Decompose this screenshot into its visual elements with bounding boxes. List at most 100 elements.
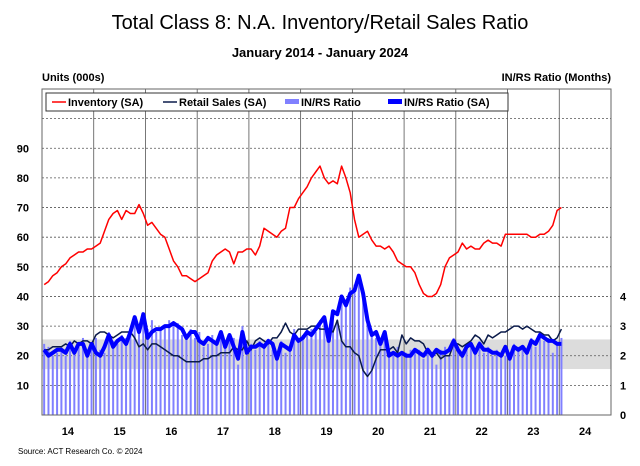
ratio-bar [288, 346, 291, 415]
right-tick-label: 1 [620, 380, 626, 392]
right-tick-label: 4 [620, 291, 627, 303]
ratio-bar [137, 326, 140, 415]
ratio-bar [452, 337, 455, 415]
ratio-bar [560, 337, 563, 415]
ratio-bar [357, 281, 360, 415]
ratio-bar [206, 343, 209, 415]
source-note: Source: ACT Research Co. © 2024 [18, 447, 143, 456]
ratio-bars [43, 281, 563, 415]
ratio-bar [47, 346, 50, 415]
ratio-bar [517, 346, 520, 415]
ratio-bar [194, 337, 197, 415]
ratio-bar [172, 326, 175, 415]
ratio-bar [534, 346, 537, 415]
ratio-bar [400, 355, 403, 415]
gridlines [42, 89, 611, 415]
ratio-bar [370, 332, 373, 415]
ratio-bar [215, 340, 218, 415]
ratio-bar [116, 343, 119, 415]
legend-swatch [285, 99, 299, 104]
left-tick-label: 10 [17, 380, 29, 392]
ratio-bar [103, 352, 106, 415]
ratio-bar [258, 340, 261, 415]
ratio-bar [211, 334, 214, 415]
shaded-band [42, 339, 611, 370]
legend-swatch [388, 99, 402, 104]
x-tick-label: 21 [424, 426, 436, 438]
ratio-bar [284, 352, 287, 415]
x-tick-label: 22 [476, 426, 488, 438]
ratio-bar [51, 355, 54, 415]
ratio-bar [474, 349, 477, 415]
ratio-bar [306, 334, 309, 415]
ratio-bar [94, 337, 97, 415]
right-tick-label: 3 [620, 321, 626, 333]
ratio-bar [388, 352, 391, 415]
ratio-bar [271, 349, 274, 415]
ratio-bar [228, 337, 231, 415]
ratio-bar [478, 340, 481, 415]
ratio-bar [508, 355, 511, 415]
ratio-bar [525, 352, 528, 415]
ratio-bar [465, 343, 468, 415]
legend-label: IN/RS Ratio (SA) [404, 97, 490, 109]
ratio-bar [383, 337, 386, 415]
chart-subtitle: January 2014 - January 2024 [232, 45, 409, 60]
ratio-bar [301, 334, 304, 415]
ratio-bar [396, 346, 399, 415]
ratio-bar [224, 340, 227, 415]
ratio-bar [418, 349, 421, 415]
left-axis-label: Units (000s) [42, 72, 105, 84]
x-tick-label: 19 [320, 426, 332, 438]
ratio-bar [422, 358, 425, 415]
ratio-bar [133, 323, 136, 415]
ratio-bar [275, 355, 278, 415]
x-tick-label: 20 [372, 426, 384, 438]
left-tick-label: 20 [17, 351, 29, 363]
ratio-bar [344, 299, 347, 415]
ratio-bar [69, 340, 72, 415]
ratio-bar [543, 340, 546, 415]
ratio-bar [405, 352, 408, 415]
x-tick-label: 23 [527, 426, 539, 438]
series-line-3 [42, 273, 562, 361]
ratio-bar [409, 349, 412, 415]
right-tick-label: 2 [620, 351, 626, 363]
ratio-bar [353, 284, 356, 415]
ratio-bar [349, 287, 352, 415]
ratio-bar [469, 346, 472, 415]
ratio-bar [181, 334, 184, 415]
ratio-bar [43, 343, 46, 415]
ratio-bar [293, 329, 296, 415]
ratio-bar [90, 349, 93, 415]
ratio-bar [482, 352, 485, 415]
ratio-bar [176, 323, 179, 415]
ratio-bar [310, 329, 313, 415]
ratio-bar [413, 352, 416, 415]
ratio-bar [379, 340, 382, 415]
ratio-bar [56, 352, 59, 415]
right-axis-label: IN/RS Ratio (Months) [502, 72, 612, 84]
left-tick-label: 30 [17, 321, 29, 333]
ratio-bar [513, 343, 516, 415]
ratio-bar [245, 355, 248, 415]
ratio-bar [297, 337, 300, 415]
ratio-bar [262, 343, 265, 415]
right-tick-label: 0 [620, 410, 626, 422]
left-tick-label: 40 [17, 291, 29, 303]
ratio-bar [375, 337, 378, 415]
ratio-bar [129, 334, 132, 415]
ratio-bar [327, 337, 330, 415]
ratio-bar [64, 355, 67, 415]
ratio-bar [319, 320, 322, 415]
x-tick-label: 17 [217, 426, 229, 438]
ratio-bar [112, 340, 115, 415]
ratio-bar [60, 346, 63, 415]
ratio-bar [491, 355, 494, 415]
ratio-bar [461, 352, 464, 415]
ratio-bar [366, 323, 369, 415]
ratio-bar [426, 352, 429, 415]
ratio-bar [392, 355, 395, 415]
ratio-bar [444, 346, 447, 415]
